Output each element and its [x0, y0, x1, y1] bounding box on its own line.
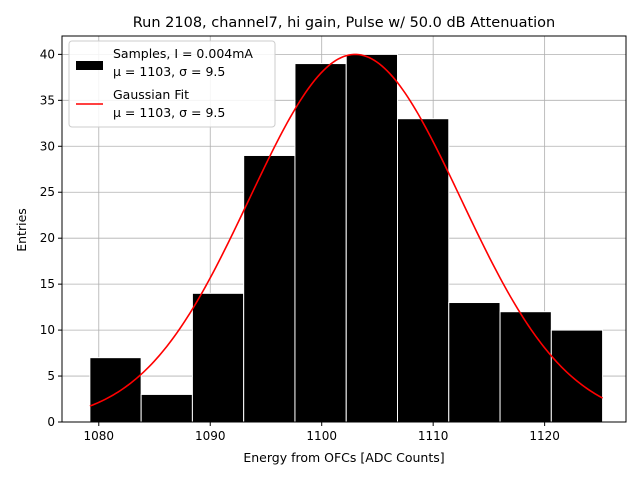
histogram-bar	[345, 53, 399, 423]
histogram-bar	[294, 63, 347, 423]
plot-frame	[61, 35, 627, 423]
x-tick-label: 1090	[195, 429, 226, 443]
y-tick-label: 25	[40, 185, 55, 199]
histogram-bar	[191, 292, 245, 423]
y-tick-label: 40	[40, 47, 55, 61]
histogram-bar	[140, 393, 193, 423]
x-axis-label: Energy from OFCs [ADC Counts]	[243, 450, 444, 465]
y-tick-label: 15	[40, 277, 55, 291]
chart-title: Run 2108, channel7, hi gain, Pulse w/ 50…	[133, 15, 556, 31]
histogram-bar	[499, 311, 552, 423]
y-tick-label: 20	[40, 231, 55, 245]
legend-stats-fit: μ = 1103, σ = 9.5	[113, 105, 225, 120]
axis-ticks: 1080 1090 1100 1110 1120 0 5 10 15 20 25 30 35 40	[40, 47, 560, 443]
x-tick-label: 1120	[529, 429, 560, 443]
x-tick-label: 1100	[306, 429, 337, 443]
gaussian-fit-curve	[89, 53, 603, 407]
legend-swatch-samples	[76, 61, 103, 70]
y-axis-label: Entries	[14, 208, 29, 252]
histogram-bar	[448, 302, 501, 423]
y-tick-label: 30	[40, 139, 55, 153]
y-tick-label: 0	[47, 415, 55, 429]
legend-stats-samples: μ = 1103, σ = 9.5	[113, 64, 225, 79]
legend: Samples, I = 0.004mA μ = 1103, σ = 9.5 G…	[68, 40, 276, 128]
x-tick-label: 1110	[418, 429, 449, 443]
x-tick-label: 1080	[84, 429, 115, 443]
y-tick-label: 5	[47, 369, 55, 383]
histogram-bar	[550, 329, 604, 423]
histogram-bar	[397, 118, 450, 423]
legend-box	[68, 40, 276, 128]
y-tick-label: 10	[40, 323, 55, 337]
legend-label-fit: Gaussian Fit	[113, 87, 189, 102]
histogram-bar	[89, 357, 142, 423]
y-tick-label: 35	[40, 93, 55, 107]
legend-label-samples: Samples, I = 0.004mA	[113, 46, 253, 61]
histogram-bars	[89, 53, 604, 423]
